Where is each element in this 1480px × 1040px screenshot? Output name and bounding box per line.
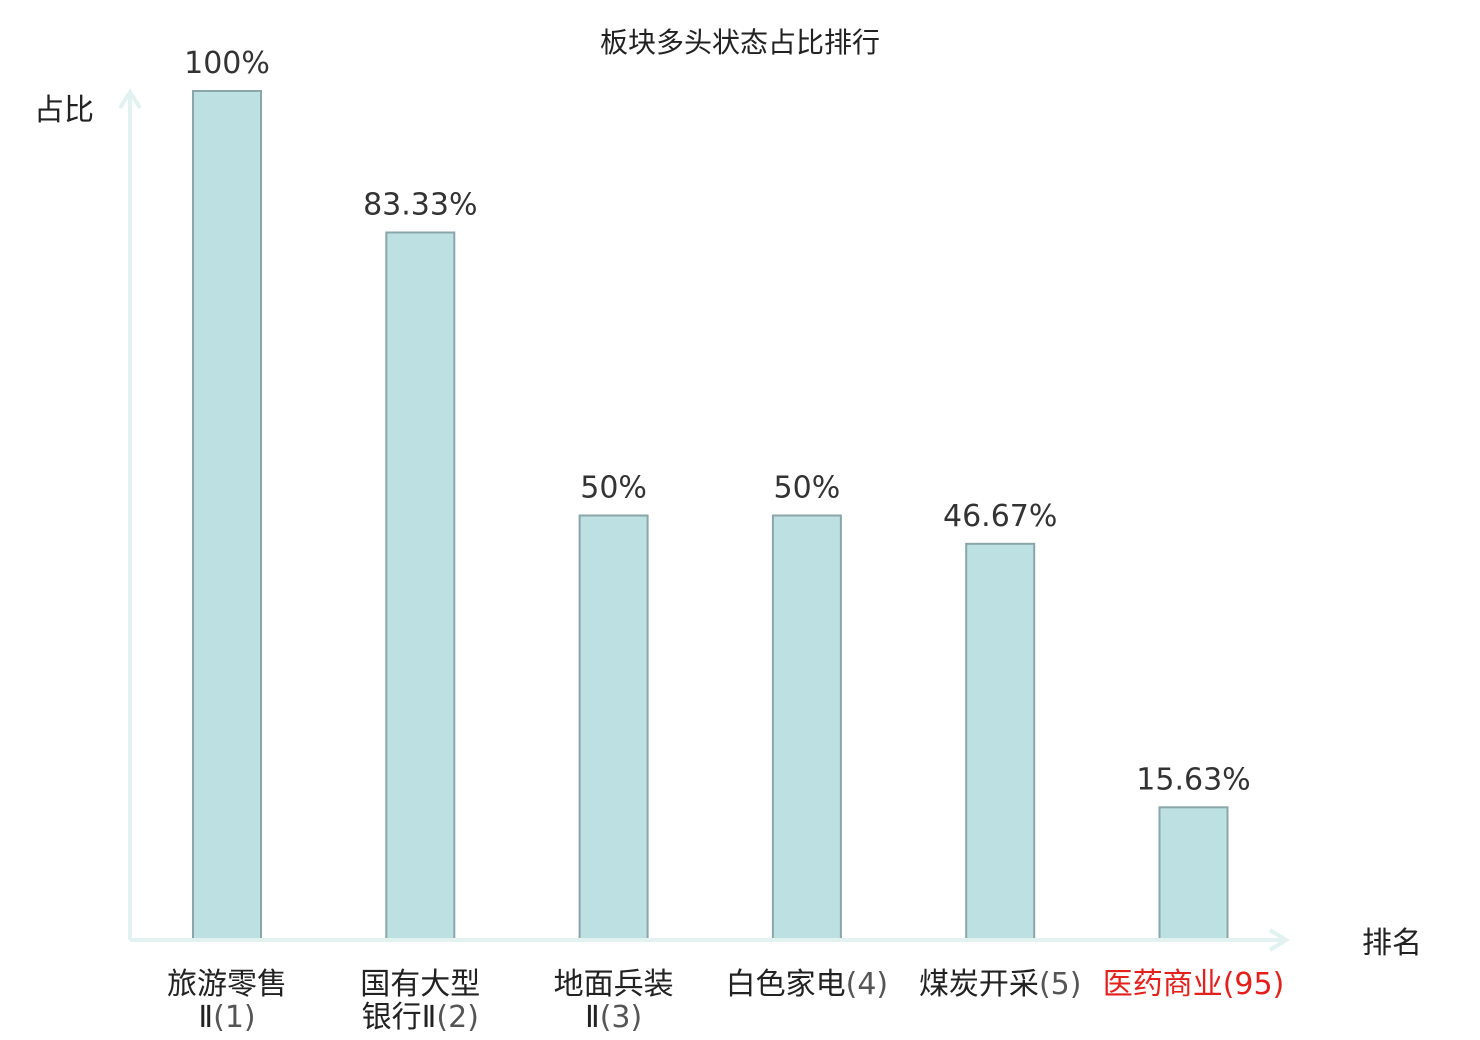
category-rank: (3)	[600, 1000, 643, 1035]
y-axis-arrow-icon	[118, 88, 142, 110]
y-axis	[118, 88, 142, 940]
bar-value-label: 50%	[774, 471, 841, 506]
value-labels-group: 100% 83.33% 50% 50% 46.67% 15.63%	[184, 46, 1251, 797]
category-name-line: 地面兵装	[554, 967, 674, 1002]
bar-value-label: 15.63%	[1136, 762, 1250, 797]
category-label: 煤炭开采(5)	[919, 967, 1081, 1002]
bar-value-label: 83.33%	[363, 188, 477, 223]
category-rank: (5)	[1039, 967, 1082, 1002]
category-label: 国有大型银行Ⅱ(2)	[360, 967, 480, 1035]
bar	[1158, 806, 1229, 941]
bar	[192, 90, 262, 941]
bar-value-label: 100%	[184, 46, 270, 81]
chart-title: 板块多头状态占比排行	[600, 26, 880, 59]
category-name-line: 银行Ⅱ	[362, 1000, 437, 1035]
category-labels-group: 旅游零售 Ⅱ(1)国有大型银行Ⅱ(2)地面兵装 Ⅱ(3)白色家电(4) 煤炭开采(5)…	[167, 967, 1284, 1035]
x-axis-arrow-icon	[1268, 928, 1290, 952]
category-name-line: Ⅱ	[585, 1000, 600, 1035]
x-axis-label: 排名	[1362, 926, 1422, 961]
category-name-line: 煤炭开采	[919, 967, 1039, 1002]
bar	[771, 514, 842, 941]
category-label: 白色家电(4)	[726, 967, 889, 1002]
category-label: 医药商业(95)	[1103, 967, 1285, 1002]
x-axis	[130, 928, 1290, 952]
category-rank: (1)	[213, 1000, 256, 1035]
bar	[578, 514, 649, 941]
y-axis-label: 占比	[34, 93, 94, 128]
category-name-line: 旅游零售	[167, 967, 287, 1002]
bar-value-label: 46.67%	[943, 499, 1057, 534]
bar	[965, 542, 1036, 941]
category-name-line: Ⅱ	[198, 1000, 213, 1035]
bar	[385, 231, 456, 941]
category-label: 旅游零售 Ⅱ(1)	[167, 967, 287, 1035]
category-name-line: 国有大型	[360, 967, 480, 1002]
bars-group	[192, 90, 1229, 941]
category-rank: (2)	[436, 1000, 479, 1035]
category-name-line: 白色家电	[726, 967, 846, 1002]
bar-value-label: 50%	[580, 471, 647, 506]
category-rank: (4)	[846, 967, 889, 1002]
category-name-line: 医药商业	[1103, 967, 1223, 1002]
category-rank: (95)	[1223, 967, 1285, 1002]
category-label: 地面兵装 Ⅱ(3)	[554, 967, 674, 1035]
